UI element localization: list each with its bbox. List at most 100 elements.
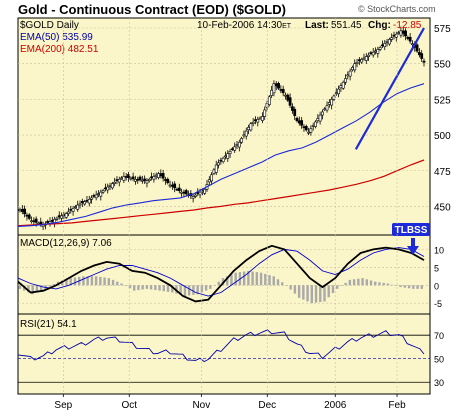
candle-body <box>161 173 165 179</box>
macd-histogram-bar <box>293 285 297 294</box>
macd-histogram-bar <box>154 285 157 291</box>
candle-body <box>360 59 364 63</box>
macd-histogram-bar <box>314 285 318 303</box>
candle-body <box>50 219 54 222</box>
candle-body <box>122 176 126 181</box>
candle-body <box>136 179 140 181</box>
candle-body <box>55 217 59 220</box>
macd-histogram-bar <box>31 285 34 295</box>
candle-body <box>263 109 267 117</box>
ema200-legend: EMA(200) 482.51 <box>20 44 99 55</box>
macd-histogram-bar <box>200 285 204 293</box>
candle-body <box>124 176 128 178</box>
candle-body <box>394 33 398 38</box>
price-candles <box>18 26 426 231</box>
macd-histogram-bar <box>323 285 326 302</box>
tlbss-label: TLBSS <box>395 225 428 236</box>
macd-histogram-bar <box>149 285 153 290</box>
macd-histogram-bar <box>73 277 77 286</box>
macd-histogram-bar <box>27 285 30 293</box>
candle-body <box>157 173 160 178</box>
macd-histogram-bar <box>213 285 216 286</box>
macd-histogram-bar <box>327 285 330 298</box>
macd-histogram-bar <box>192 285 195 295</box>
macd-histogram-bar <box>52 284 56 286</box>
macd-panel-background <box>17 234 431 315</box>
candle-body <box>99 191 103 197</box>
credit-text: © StockCharts.com <box>358 4 436 14</box>
candle-body <box>316 118 320 121</box>
candle-body <box>346 74 350 77</box>
candle-body <box>191 196 195 199</box>
candle-body <box>154 174 158 177</box>
macd-histogram-bar <box>116 281 119 286</box>
candle-body <box>309 128 313 133</box>
candle-body <box>258 117 262 120</box>
macd-histogram-bar <box>145 285 149 289</box>
rsi-lines <box>17 329 425 363</box>
candle-body <box>251 121 255 124</box>
candle-body <box>159 173 163 177</box>
candle-body <box>240 138 244 143</box>
ema50-line <box>17 83 425 227</box>
rsi-line <box>17 329 425 363</box>
candle-body <box>348 70 352 77</box>
macd-histogram-bar <box>226 276 229 286</box>
candle-body <box>117 179 121 183</box>
candle-body <box>78 203 82 206</box>
macd-histogram-bar <box>137 285 140 291</box>
macd-histogram-bar <box>141 285 144 290</box>
rsi-panel: 30 50 70 RSI(21) 54.1 <box>17 313 444 395</box>
candle-body <box>226 153 230 159</box>
candle-body <box>332 95 336 100</box>
macd-histogram-bar <box>39 285 43 291</box>
macd-histogram-bar <box>259 272 263 286</box>
candle-body <box>295 117 299 122</box>
x-axis: Sep Oct Nov Dec 2006 Feb <box>54 18 406 411</box>
macd-signal-line <box>17 247 425 297</box>
candle-body <box>351 67 354 71</box>
macd-histogram-bar <box>264 273 267 286</box>
macd-histogram-bar <box>69 278 72 286</box>
rsi-y-ticks: 30 50 70 <box>434 331 444 388</box>
macd-histogram-bar <box>120 283 123 286</box>
candle-body <box>64 213 68 218</box>
candle-body <box>376 49 380 54</box>
macd-histogram-bar <box>310 285 314 304</box>
candle-body <box>198 191 202 196</box>
candle-body <box>39 221 43 225</box>
candle-body <box>212 169 216 174</box>
macd-histogram-bar <box>204 285 208 291</box>
macd-histogram-bar <box>335 285 339 289</box>
candle-body <box>279 89 283 91</box>
candle-body <box>293 108 297 116</box>
candle-body <box>217 162 220 166</box>
macd-histogram-bar <box>340 285 343 286</box>
macd-histogram-bar <box>268 275 271 286</box>
macd-histogram-bar <box>395 285 398 286</box>
macd-histogram-bar <box>187 285 191 296</box>
candle-body <box>164 179 167 181</box>
candle-body <box>34 218 38 223</box>
candle-body <box>108 185 112 187</box>
macd-histogram-bar <box>171 285 174 293</box>
candle-body <box>166 178 170 184</box>
candle-body <box>378 47 382 50</box>
candle-body <box>247 127 250 131</box>
macd-histogram-bar <box>209 285 212 289</box>
candle-body <box>203 189 207 194</box>
macd-histogram-bar <box>103 277 106 286</box>
candle-body <box>281 88 285 94</box>
macd-histogram-bar <box>255 272 259 286</box>
candle-body <box>152 176 156 180</box>
candle-body <box>311 125 315 127</box>
candle-body <box>284 94 287 97</box>
macd-y-tick-label: 5 <box>434 263 439 273</box>
macd-histogram-bar <box>251 271 254 286</box>
candle-body <box>330 99 334 106</box>
last-price-label: Last: <box>305 20 329 31</box>
candle-body <box>371 51 375 56</box>
macd-histogram-bar <box>94 276 98 286</box>
candle-body <box>237 141 241 148</box>
